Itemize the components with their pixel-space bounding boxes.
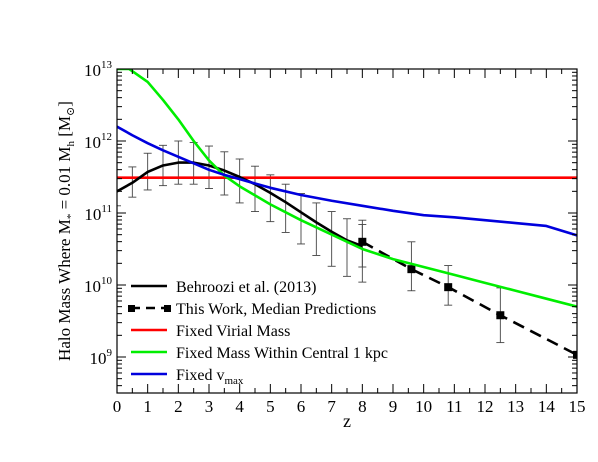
x-tick-label: 13 — [507, 397, 524, 416]
y-axis-label: Halo Mass Where M* = 0.01 Mh [M⊙] — [55, 101, 77, 361]
y-axis-label-close: ] — [55, 101, 74, 107]
legend-label-text: This Work, Median Predictions — [176, 301, 376, 318]
legend-label-text: Fixed Mass Within Central 1 kpc — [176, 345, 388, 362]
error-bar — [266, 174, 275, 223]
x-tick-label: 7 — [327, 397, 336, 416]
y-tick-base: 10 — [84, 61, 101, 80]
error-bar — [220, 151, 229, 196]
legend-label: This Work, Median Predictions — [176, 301, 376, 318]
legend-marker — [164, 305, 171, 312]
x-tick-label: 14 — [538, 397, 556, 416]
legend-label: Behroozi et al. (2013) — [176, 279, 316, 296]
error-bar — [235, 158, 244, 204]
legend-label: Fixed Mass Within Central 1 kpc — [176, 345, 388, 362]
y-tick-base: 10 — [84, 277, 101, 296]
legend-label-text: Fixed Virial Mass — [176, 323, 290, 340]
x-tick-label: 10 — [415, 397, 432, 416]
error-bar — [251, 165, 259, 213]
y-tick-base: 10 — [84, 205, 101, 224]
error-bar — [573, 316, 577, 393]
y-tick-label: 1012 — [84, 131, 112, 152]
x-tick-label: 15 — [569, 397, 586, 416]
x-tick-label: 2 — [174, 397, 183, 416]
x-tick-label: 6 — [297, 397, 306, 416]
series-point — [496, 311, 505, 320]
error-bar — [327, 211, 336, 267]
y-tick-exp: 9 — [107, 347, 113, 359]
y-tick-base: 10 — [90, 349, 107, 368]
y-axis-label-sun: ⊙ — [65, 107, 77, 116]
x-tick-label: 12 — [477, 397, 494, 416]
y-tick-label: 1013 — [84, 59, 113, 80]
legend-item-0: Behroozi et al. (2013) — [131, 279, 316, 296]
error-bar — [312, 202, 321, 256]
x-tick-label: 0 — [113, 397, 122, 416]
x-tick-label: 3 — [205, 397, 214, 416]
legend-label-sub: max — [224, 375, 243, 387]
legend-item-4: Fixed vmax — [131, 367, 244, 387]
legend-label-text: Fixed v — [176, 367, 224, 384]
series-point — [573, 350, 577, 359]
legend-item-3: Fixed Mass Within Central 1 kpc — [131, 345, 388, 362]
legend-label: Fixed Virial Mass — [176, 323, 290, 340]
y-tick-exp: 11 — [101, 203, 112, 215]
series-line-0 — [117, 161, 363, 248]
plot-area — [117, 69, 577, 393]
y-tick-exp: 13 — [101, 59, 113, 71]
y-axis-label-sub1: * — [65, 214, 77, 220]
error-bar — [205, 145, 213, 189]
legend-item-2: Fixed Virial Mass — [131, 323, 290, 340]
x-tick-label: 4 — [235, 397, 244, 416]
x-tick-label: 11 — [446, 397, 462, 416]
y-tick-base: 10 — [84, 133, 101, 152]
x-tick-label: 8 — [358, 397, 367, 416]
x-tick-label: 5 — [266, 397, 275, 416]
series-point — [444, 283, 453, 292]
y-tick-label: 1010 — [84, 275, 113, 296]
legend: Behroozi et al. (2013) This Work, Median … — [128, 279, 388, 387]
y-axis-label-end: [M — [55, 116, 74, 141]
x-axis-label: z — [343, 411, 351, 431]
series-line-3 — [117, 69, 577, 308]
legend-label-text: Behroozi et al. (2013) — [176, 279, 316, 296]
series-point — [358, 237, 367, 246]
y-tick-label: 1011 — [84, 203, 112, 224]
error-bar — [343, 218, 351, 277]
y-axis-label-sub2: h — [65, 140, 77, 146]
y-tick-label: 109 — [90, 347, 113, 368]
y-axis-label-main: Halo Mass Where M — [55, 219, 74, 361]
series-line-4 — [117, 125, 577, 237]
y-tick-exp: 10 — [101, 275, 113, 287]
plot-marks — [117, 69, 577, 393]
legend-item-1: This Work, Median Predictions — [128, 301, 376, 318]
legend-label: Fixed vmax — [176, 367, 244, 387]
x-tick-label: 9 — [389, 397, 398, 416]
y-axis-label-mid: = 0.01 M — [55, 146, 74, 213]
legend-marker — [128, 305, 135, 312]
x-tick-label: 1 — [143, 397, 152, 416]
y-tick-exp: 12 — [101, 131, 112, 143]
axes: 0 1 2 3 4 5 6 7 8 9 10 11 12 13 14 15109101010111012101… — [84, 59, 586, 416]
series-point — [407, 265, 416, 274]
